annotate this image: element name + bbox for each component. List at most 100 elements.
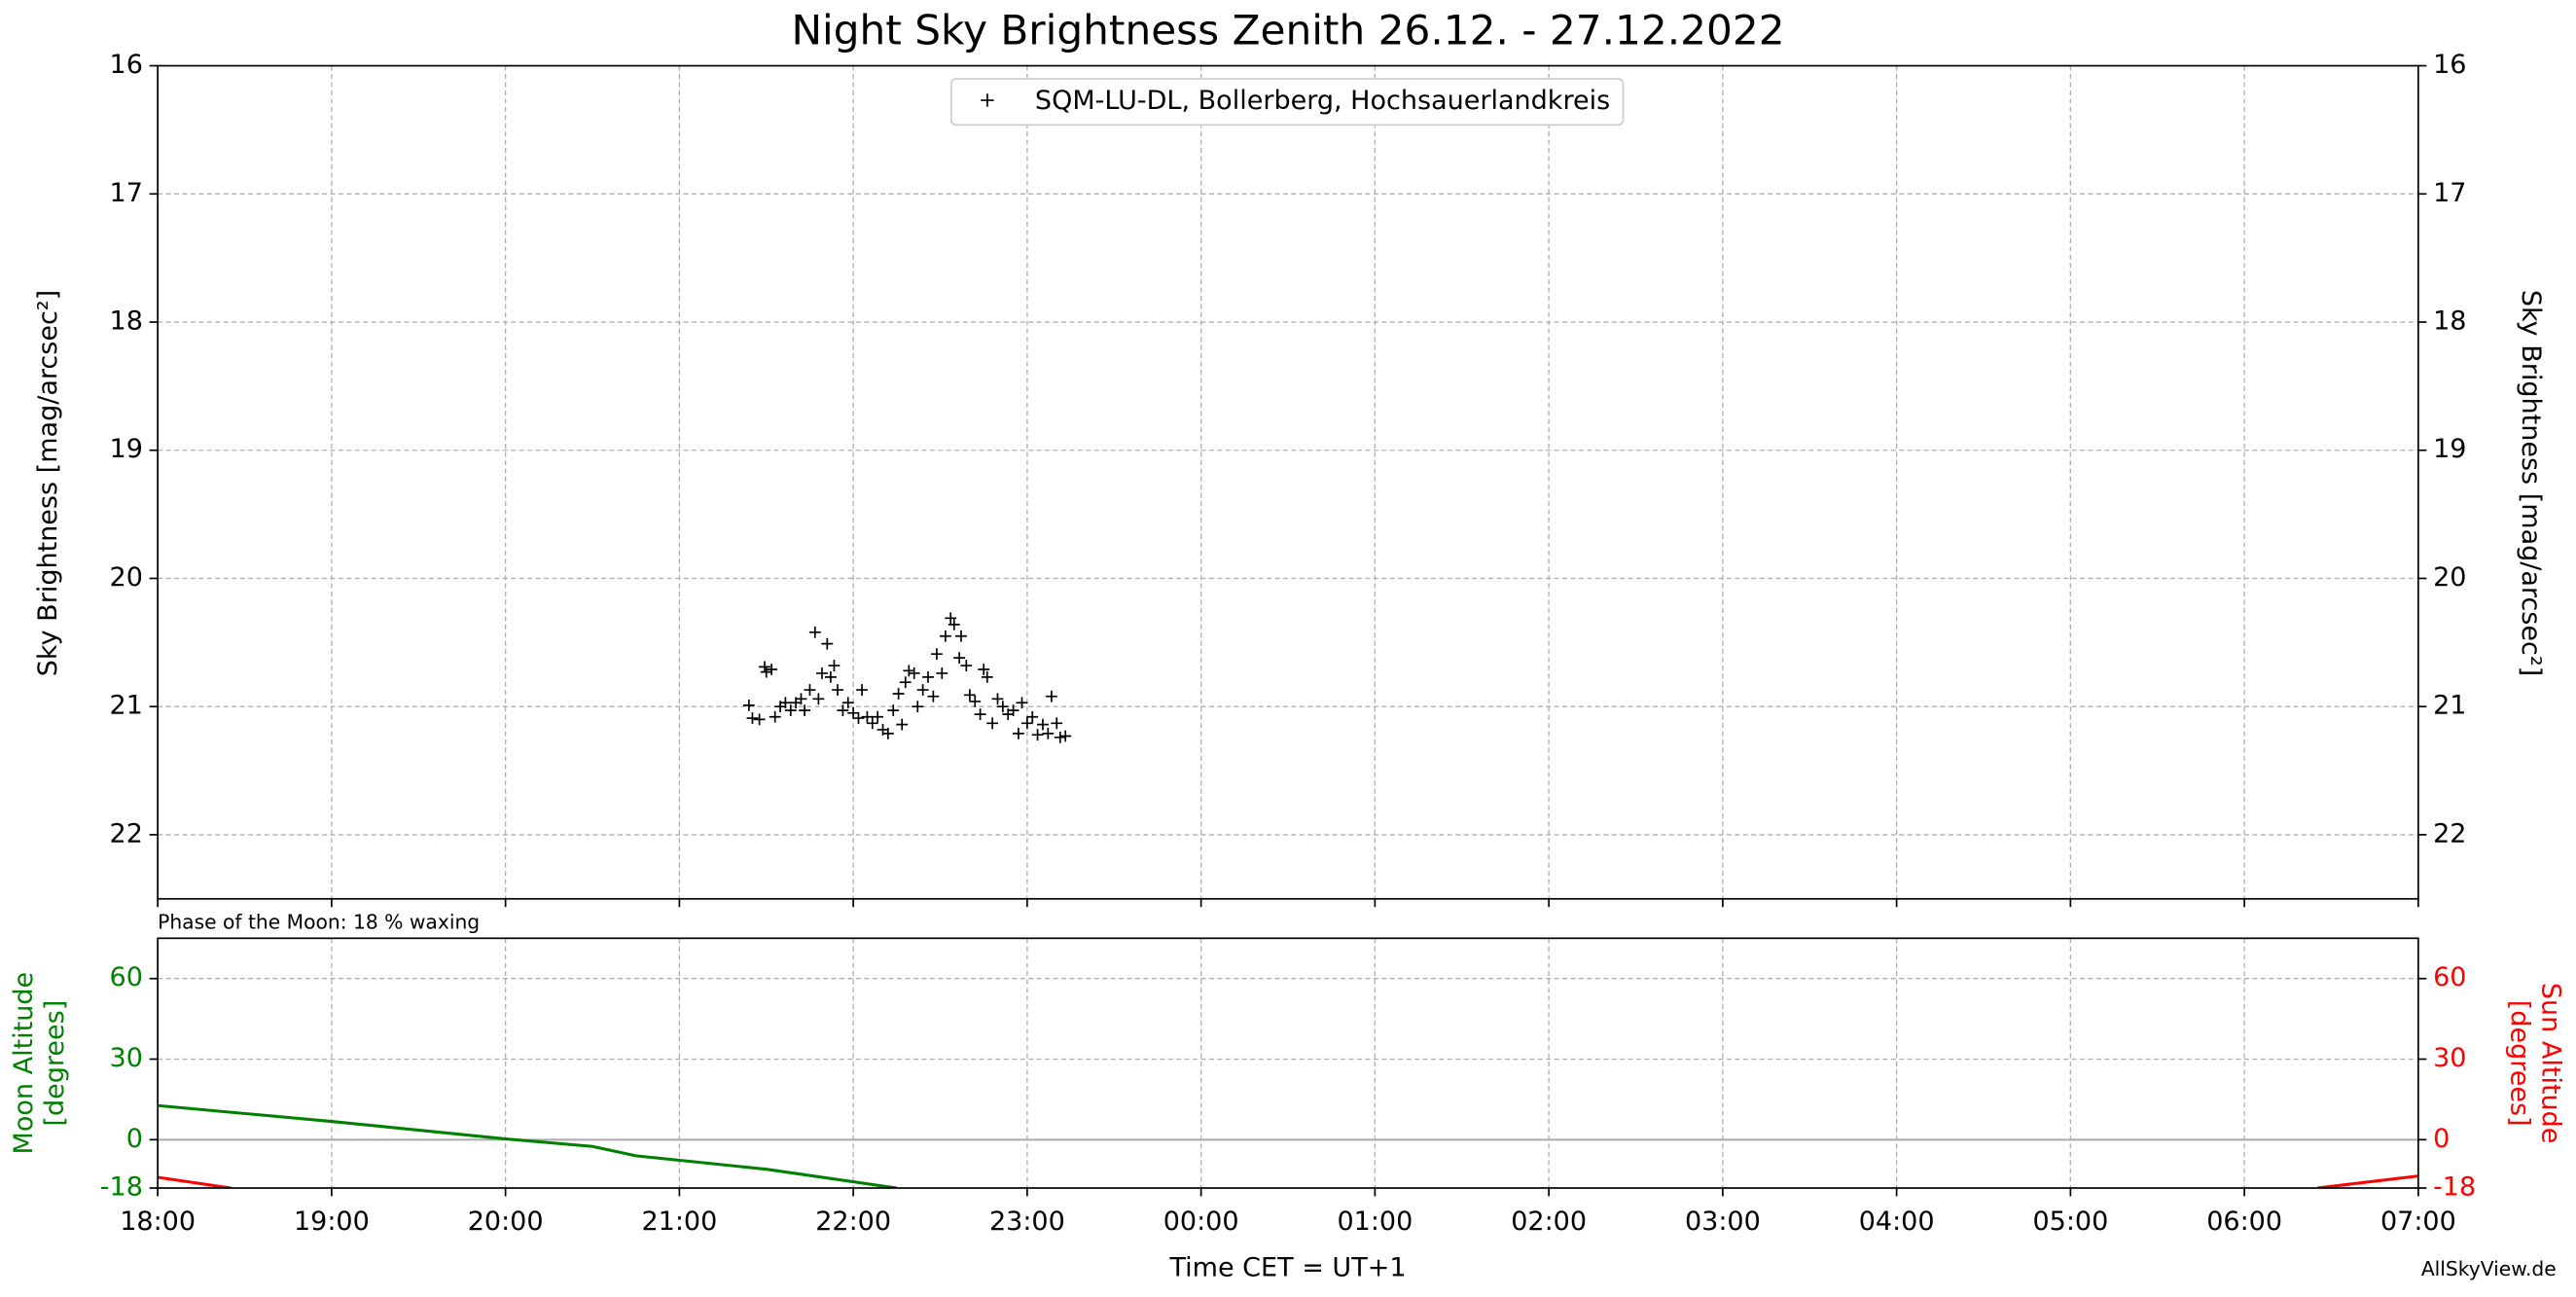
data-point (847, 706, 860, 719)
y-axis-label: [degrees] (40, 1000, 70, 1127)
y2-tick-label: -18 (2433, 1172, 2476, 1203)
annotation: Phase of the Moon: 18 % waxing (158, 911, 480, 934)
legend-label: SQM-LU-DL, Bollerberg, Hochsauerlandkrei… (1035, 86, 1610, 116)
altitude-line (158, 1103, 898, 1189)
data-point (978, 664, 990, 675)
data-point (828, 660, 841, 671)
data-point (896, 718, 909, 731)
data-point (832, 684, 843, 696)
y-tick-label: 18 (110, 306, 143, 337)
y-tick-label: -18 (100, 1172, 143, 1203)
x-tick-label: 18:00 (120, 1207, 196, 1237)
data-point (760, 666, 772, 678)
x-tick-label: 04:00 (1859, 1207, 1935, 1237)
data-point (759, 661, 770, 673)
data-point (1026, 710, 1039, 723)
x-tick-label: 21:00 (641, 1207, 717, 1237)
data-point (986, 717, 999, 730)
data-point (922, 670, 934, 683)
data-point (927, 690, 940, 703)
y-tick-label: 60 (110, 962, 143, 992)
plot-frame (157, 937, 2419, 1189)
data-point (936, 667, 948, 679)
y2-tick-label: 16 (2433, 50, 2466, 80)
data-point (824, 670, 837, 683)
data-point (1037, 718, 1049, 731)
data-point (1059, 730, 1072, 742)
data-point (931, 648, 943, 661)
y-axis-label: Sky Brightness [mag/arcsec²] (33, 290, 63, 676)
data-point (784, 704, 797, 717)
y2-tick-label: 22 (2433, 818, 2466, 848)
data-point (939, 630, 951, 642)
data-point (953, 652, 966, 665)
data-point (1031, 729, 1044, 741)
data-point (974, 708, 986, 721)
data-point (841, 697, 854, 709)
data-point (821, 637, 834, 650)
plot-frame (157, 64, 2419, 900)
data-point (808, 626, 821, 638)
data-point (804, 684, 816, 696)
y2-tick-label: 17 (2433, 178, 2466, 208)
data-point (969, 696, 982, 707)
y-tick-label: 16 (110, 50, 143, 80)
data-point (903, 665, 915, 677)
data-point (852, 712, 865, 724)
data-point (766, 664, 778, 675)
y2-tick-label: 60 (2433, 962, 2466, 992)
y2-tick-label: 21 (2433, 691, 2466, 721)
y-tick-label: 0 (126, 1124, 143, 1154)
x-tick-label: 05:00 (2032, 1207, 2108, 1237)
y-tick-label: 21 (110, 691, 143, 721)
y-tick-label: 19 (110, 434, 143, 464)
data-point (881, 727, 894, 739)
data-point (1042, 727, 1055, 739)
data-point (816, 667, 828, 679)
data-point (779, 697, 792, 709)
data-point (742, 699, 755, 711)
data-point (866, 717, 878, 730)
data-point (856, 684, 868, 696)
data-point (753, 713, 766, 726)
y-tick-label: 22 (110, 818, 143, 848)
data-point (1007, 704, 1020, 717)
data-point (812, 693, 825, 705)
x-tick-label: 06:00 (2206, 1207, 2282, 1237)
data-point (945, 612, 957, 625)
y2-tick-label: 0 (2433, 1124, 2450, 1154)
data-point (955, 630, 967, 642)
y2-axis-label: [degrees] (2504, 1000, 2534, 1127)
data-point (861, 710, 874, 723)
data-point (795, 693, 807, 705)
x-axis-label: Time CET = UT+1 (1168, 1252, 1406, 1282)
y2-tick-label: 19 (2433, 434, 2466, 464)
data-point (916, 684, 929, 696)
y2-tick-label: 20 (2433, 562, 2466, 593)
legend-box (949, 78, 1625, 126)
data-point (899, 676, 912, 689)
data-point (908, 667, 920, 679)
data-point (1045, 690, 1057, 703)
y-axis-label: Moon Altitude (9, 972, 39, 1155)
data-point (746, 712, 759, 724)
data-point (887, 704, 900, 717)
data-point (1013, 727, 1024, 739)
data-point (872, 710, 884, 723)
altitude-line (158, 1174, 2418, 1189)
y-tick-label: 20 (110, 562, 143, 593)
x-tick-label: 20:00 (468, 1207, 544, 1237)
x-tick-label: 03:00 (1685, 1207, 1761, 1237)
y2-tick-label: 18 (2433, 306, 2466, 337)
x-tick-label: 22:00 (815, 1207, 891, 1237)
x-tick-label: 07:00 (2380, 1207, 2456, 1237)
y2-axis-label: Sun Altitude (2535, 983, 2565, 1144)
x-tick-label: 19:00 (294, 1207, 370, 1237)
data-point (892, 688, 905, 700)
data-point (1054, 731, 1066, 743)
y-tick-label: 30 (110, 1043, 143, 1073)
data-point (996, 701, 1009, 713)
y2-axis-label: Sky Brightness [mag/arcsec²] (2516, 290, 2546, 676)
